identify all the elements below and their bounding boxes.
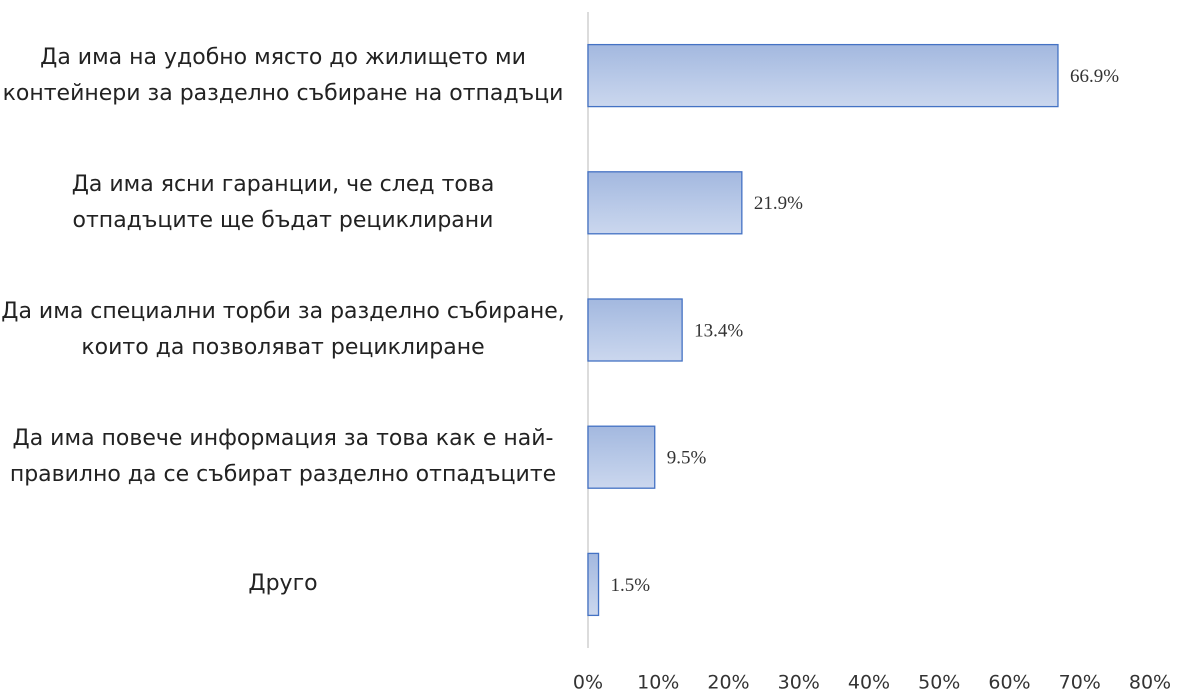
x-tick-label: 50% bbox=[918, 672, 960, 690]
value-label: 1.5% bbox=[611, 575, 651, 596]
x-tick-label: 30% bbox=[778, 672, 820, 690]
x-tick-label: 0% bbox=[573, 672, 603, 690]
bar bbox=[587, 298, 683, 362]
value-label: 66.9% bbox=[1070, 66, 1119, 87]
bar bbox=[587, 552, 600, 617]
x-tick-label: 80% bbox=[1129, 672, 1171, 690]
bar bbox=[587, 171, 743, 235]
x-tick-label: 40% bbox=[848, 672, 890, 690]
x-tick-label: 60% bbox=[988, 672, 1030, 690]
category-label: Да има ясни гаранции, че след това отпад… bbox=[71, 171, 495, 233]
x-tick-label: 70% bbox=[1059, 672, 1101, 690]
value-label: 21.9% bbox=[754, 193, 803, 214]
x-tick-label: 10% bbox=[637, 672, 679, 690]
value-label: 13.4% bbox=[694, 320, 743, 341]
value-label: 9.5% bbox=[667, 448, 707, 469]
x-tick-label: 20% bbox=[707, 672, 749, 690]
category-label: Да има на удобно място до жилището ми ко… bbox=[2, 44, 564, 106]
category-label: Друго bbox=[248, 571, 318, 597]
category-label: Да има специални торби за разделно събир… bbox=[1, 298, 565, 360]
bar bbox=[587, 43, 1059, 108]
bar bbox=[587, 425, 656, 489]
category-label: Да има повече информация за това как е н… bbox=[9, 426, 557, 488]
